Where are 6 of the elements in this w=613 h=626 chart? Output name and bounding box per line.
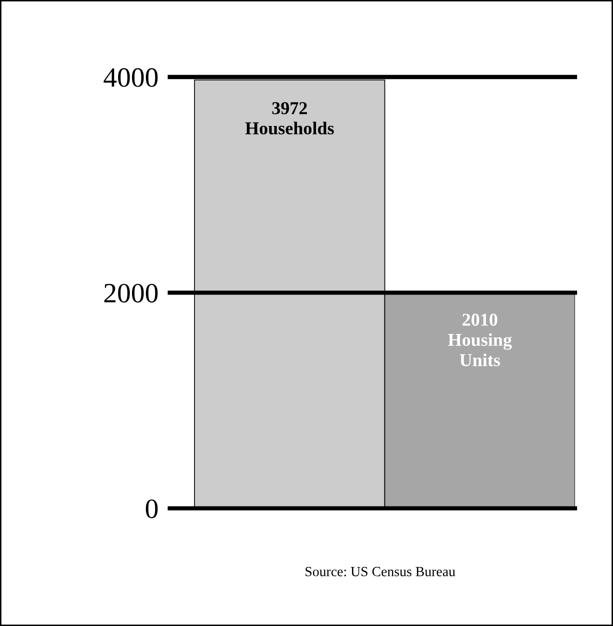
y-tick-label: 2000 — [104, 284, 158, 303]
y-tick-label: 0 — [146, 499, 158, 518]
data-label: 3972 Households — [245, 102, 334, 134]
source-note: Source: US Census Bureau — [306, 566, 456, 576]
data-label: 2010 Housing Units — [448, 314, 512, 366]
y-tick-label: 4000 — [104, 68, 158, 87]
